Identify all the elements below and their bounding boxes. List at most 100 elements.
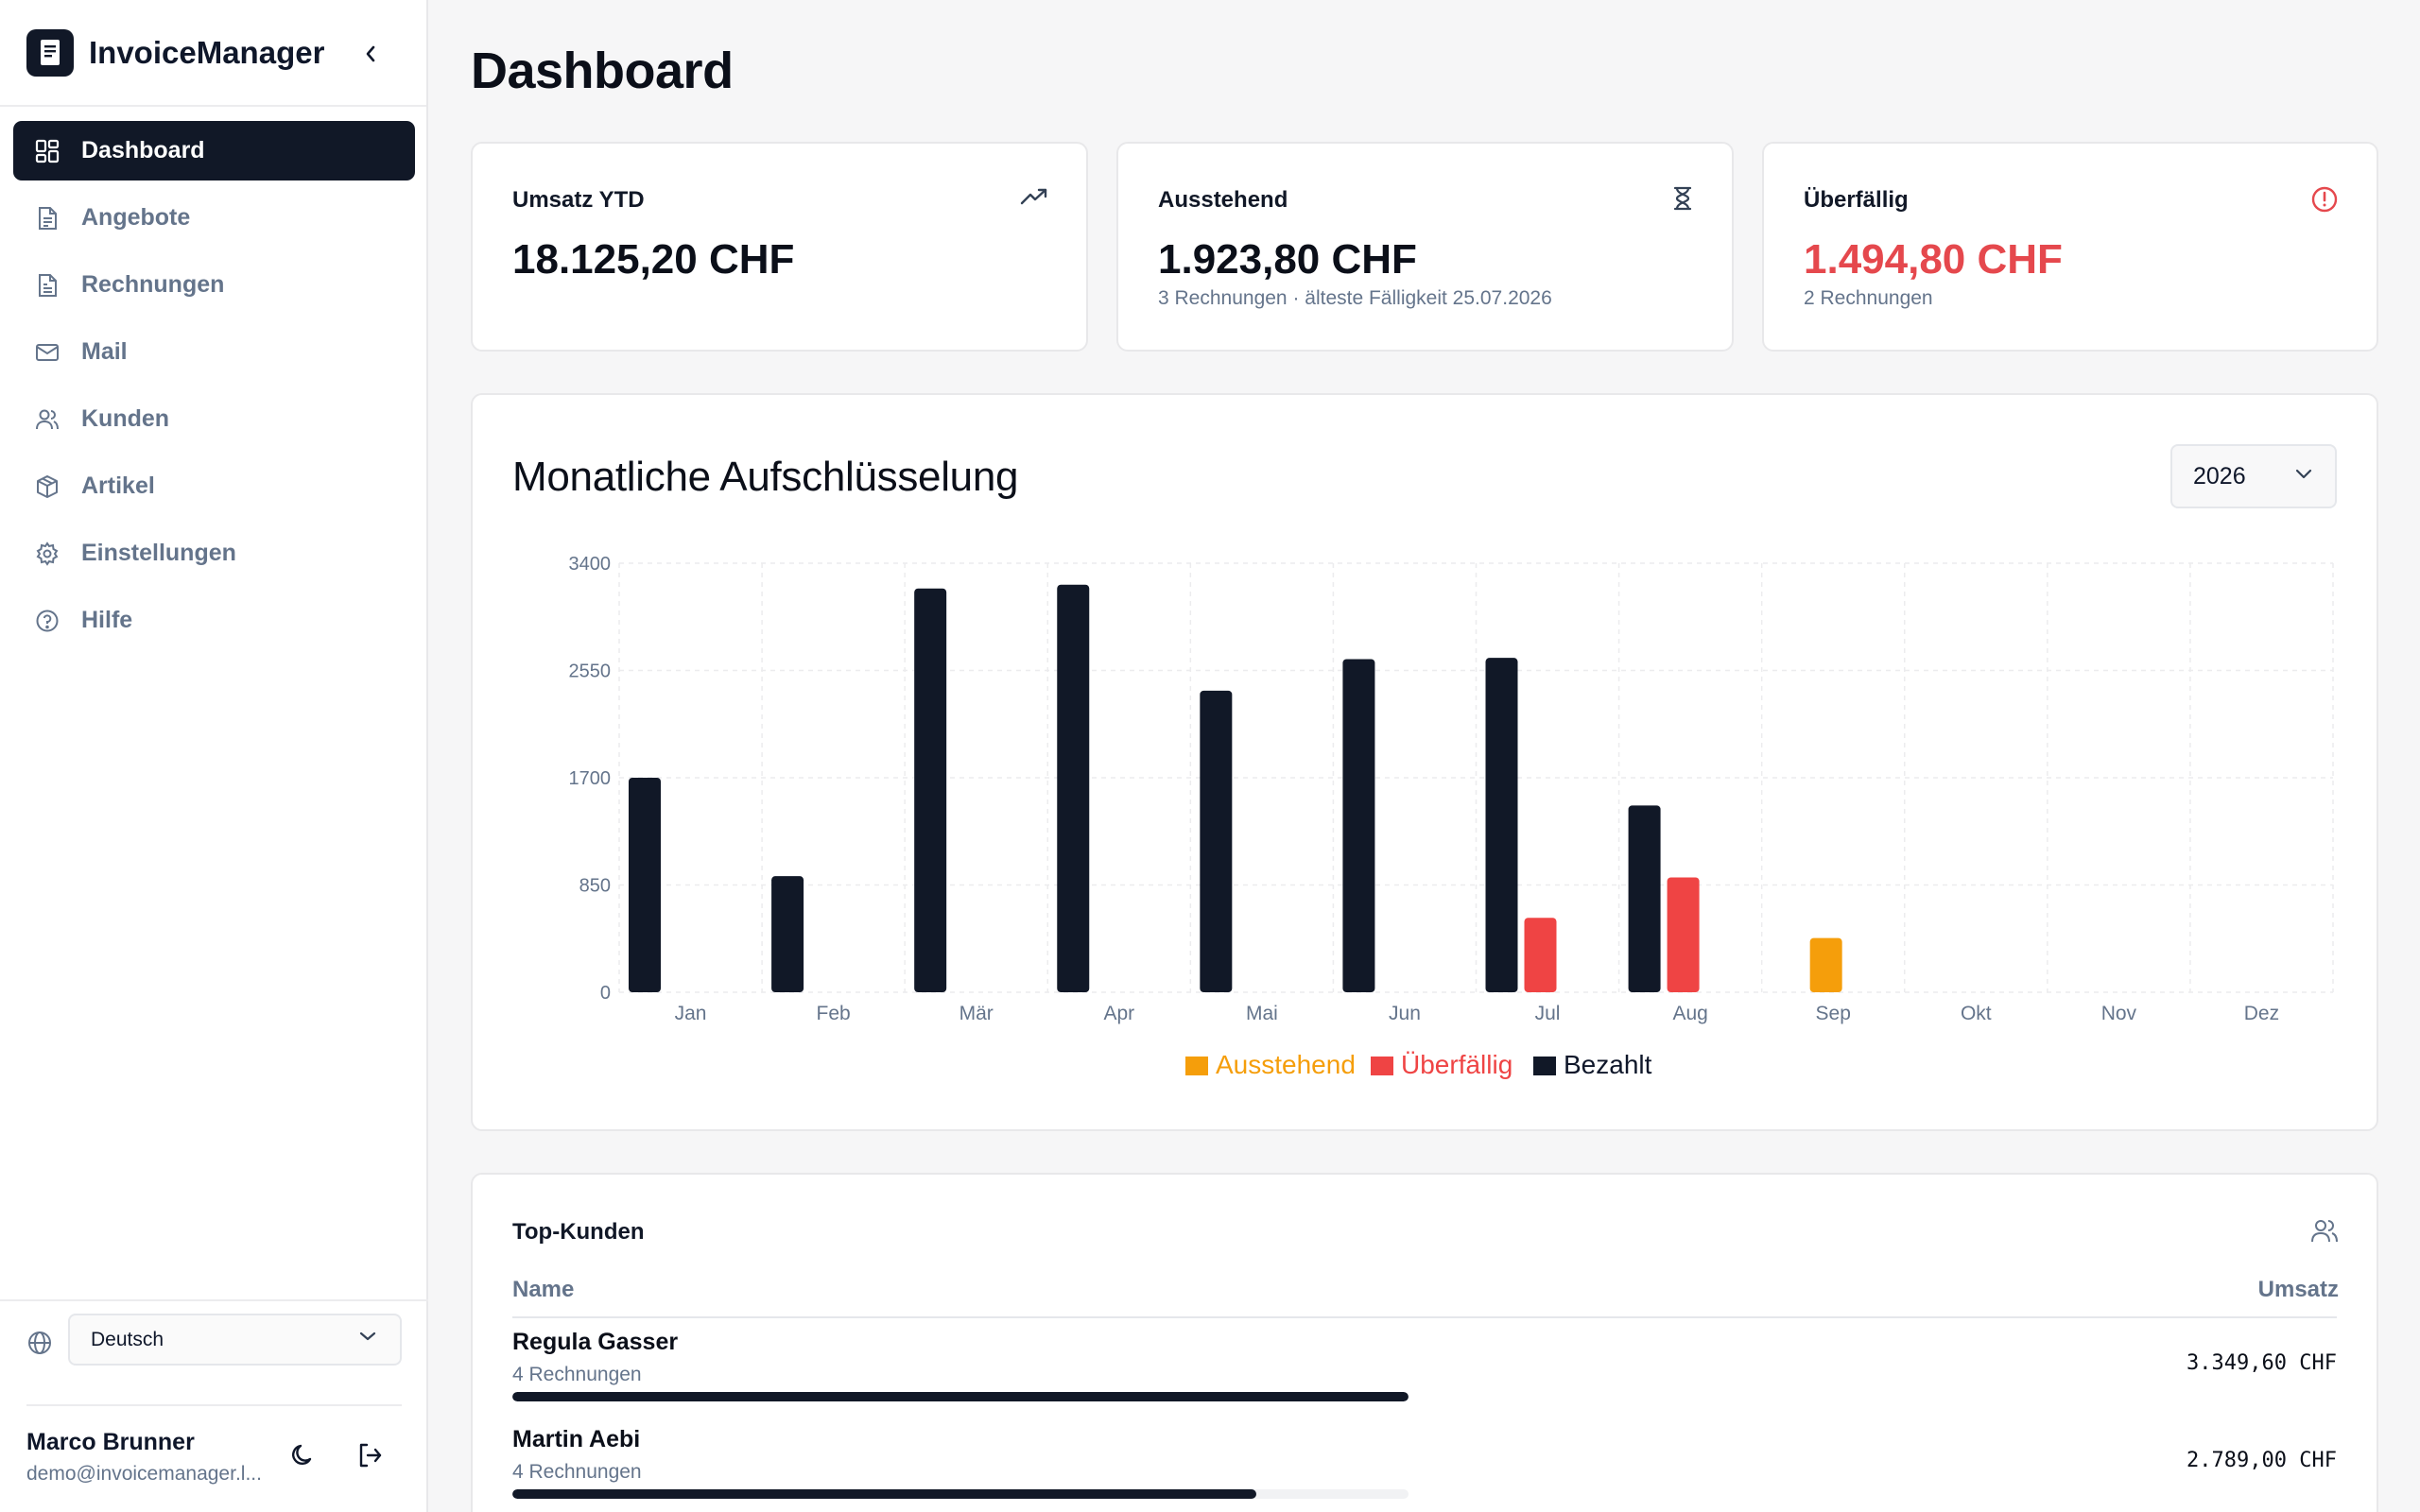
- users-icon: [34, 406, 60, 433]
- brand: InvoiceManager: [0, 0, 426, 107]
- kpi-card-revenue: Umsatz YTD 18.125,20 CHF: [471, 142, 1088, 352]
- bar-bezahlt: [1057, 584, 1090, 992]
- legend-label: Überfällig: [1401, 1050, 1512, 1079]
- sidebar-item-label: Angebote: [81, 204, 191, 231]
- invoice-icon: [34, 272, 60, 299]
- language-select[interactable]: Deutsch: [68, 1314, 402, 1366]
- language-row: Deutsch: [26, 1314, 402, 1366]
- year-select[interactable]: 2026: [2170, 444, 2337, 508]
- bar-bezahlt: [1485, 658, 1518, 992]
- chevron-down-icon: [359, 1332, 376, 1341]
- logout-icon: [359, 1443, 382, 1468]
- y-tick-label: 0: [600, 983, 611, 1004]
- trending-up-icon: [1020, 188, 1047, 205]
- kpi-card-pending: Ausstehend 1.923,80 CHF 3 Rechnungen · ä…: [1116, 142, 1734, 352]
- users-icon: [2311, 1220, 2338, 1243]
- globe-icon: [28, 1332, 51, 1354]
- x-tick-label: Mai: [1246, 1003, 1278, 1024]
- collapse-sidebar-button[interactable]: [357, 38, 384, 70]
- x-tick-label: Feb: [817, 1003, 851, 1024]
- sidebar: InvoiceManager Dashboard Angebote: [0, 0, 428, 1512]
- customer-revenue: 2.789,00 CHF: [2187, 1449, 2337, 1472]
- x-tick-label: Nov: [2101, 1003, 2137, 1024]
- x-tick-label: Jan: [675, 1003, 707, 1024]
- revenue-share-fill: [512, 1489, 1256, 1499]
- sidebar-item-artikel[interactable]: Artikel: [13, 456, 415, 516]
- sidebar-item-rechnungen[interactable]: Rechnungen: [13, 255, 415, 315]
- document-icon: [34, 205, 60, 232]
- gear-icon: [34, 541, 60, 567]
- legend-swatch: [1185, 1057, 1208, 1075]
- legend-label: Ausstehend: [1216, 1050, 1356, 1079]
- sidebar-footer: Deutsch Marco Brunner demo@invoicemanage…: [0, 1299, 428, 1512]
- page-title: Dashboard: [471, 43, 734, 99]
- column-header-name: Name: [512, 1277, 575, 1302]
- sidebar-item-label: Rechnungen: [81, 271, 225, 298]
- customer-row[interactable]: Regula Gasser 4 Rechnungen 3.349,60 CHF: [512, 1329, 2337, 1423]
- kpi-subtext: 2 Rechnungen: [1804, 287, 1933, 309]
- kpi-value: 1.494,80 CHF: [1804, 236, 2063, 283]
- mail-icon: [34, 339, 60, 366]
- y-tick-label: 3400: [569, 554, 612, 575]
- bar-überfällig: [1667, 877, 1700, 992]
- sidebar-item-label: Hilfe: [81, 607, 133, 633]
- sidebar-item-mail[interactable]: Mail: [13, 322, 415, 382]
- box-icon: [34, 473, 60, 500]
- customer-revenue: 3.349,60 CHF: [2187, 1351, 2337, 1375]
- legend-swatch: [1533, 1057, 1556, 1075]
- user-email: demo@invoicemanager.l...: [26, 1463, 262, 1485]
- customer-row[interactable]: Martin Aebi 4 Rechnungen 2.789,00 CHF: [512, 1426, 2337, 1512]
- kpi-card-overdue: Überfällig 1.494,80 CHF 2 Rechnungen: [1762, 142, 2378, 352]
- x-tick-label: Apr: [1103, 1003, 1134, 1024]
- x-tick-label: Dez: [2244, 1003, 2279, 1024]
- sidebar-item-label: Mail: [81, 338, 128, 365]
- invoice-logo-icon: [26, 28, 74, 77]
- monthly-bar-chart: 0 850 1700 2550 3400 Jan Feb Mär Apr Mai Jun Jul Aug…: [569, 554, 2334, 1079]
- sidebar-item-angebote[interactable]: Angebote: [13, 188, 415, 248]
- kpi-title: Ausstehend: [1158, 187, 1288, 213]
- kpi-value: 1.923,80 CHF: [1158, 236, 1417, 283]
- y-tick-label: 2550: [569, 662, 612, 682]
- bar-bezahlt: [1200, 690, 1233, 992]
- monthly-breakdown-card: Monatliche Aufschlüsselung 2026 0 850 1700…: [471, 393, 2378, 1131]
- hourglass-icon: [1673, 186, 1692, 211]
- main-nav: Dashboard Angebote Rechnungen: [13, 121, 415, 658]
- dashboard-icon: [34, 138, 60, 164]
- divider: [26, 1404, 402, 1406]
- revenue-share-bar: [512, 1489, 1409, 1499]
- sidebar-item-kunden[interactable]: Kunden: [13, 389, 415, 449]
- customer-invoice-count: 4 Rechnungen: [512, 1461, 642, 1483]
- chevron-down-icon: [2295, 469, 2312, 479]
- theme-toggle-button[interactable]: [289, 1441, 318, 1474]
- year-select-value: 2026: [2193, 462, 2246, 490]
- app-name: InvoiceManager: [89, 34, 325, 70]
- customer-name: Martin Aebi: [512, 1426, 641, 1452]
- x-tick-label: Mär: [959, 1003, 994, 1024]
- kpi-subtext: 3 Rechnungen · älteste Fälligkeit 25.07.…: [1158, 287, 1552, 309]
- top-customers-title: Top-Kunden: [512, 1219, 645, 1245]
- sidebar-item-hilfe[interactable]: Hilfe: [13, 591, 415, 650]
- alert-circle-icon: [2311, 186, 2338, 213]
- x-tick-label: Jun: [1389, 1003, 1421, 1024]
- bar-bezahlt: [1628, 805, 1661, 992]
- sidebar-item-einstellungen[interactable]: Einstellungen: [13, 524, 415, 583]
- x-tick-label: Okt: [1961, 1003, 1992, 1024]
- moon-icon: [292, 1444, 312, 1466]
- kpi-title: Umsatz YTD: [512, 187, 645, 213]
- y-tick-label: 850: [579, 876, 611, 897]
- bar-bezahlt: [771, 876, 804, 992]
- sidebar-item-label: Dashboard: [81, 137, 205, 163]
- chevron-left-icon: [366, 45, 375, 62]
- user-name: Marco Brunner: [26, 1429, 195, 1455]
- bar-überfällig: [1524, 918, 1557, 992]
- chart-title: Monatliche Aufschlüsselung: [512, 454, 1019, 500]
- x-tick-label: Sep: [1816, 1003, 1851, 1024]
- column-header-revenue: Umsatz: [2257, 1277, 2339, 1302]
- customer-name: Regula Gasser: [512, 1329, 679, 1355]
- logout-button[interactable]: [355, 1441, 384, 1474]
- x-tick-label: Aug: [1672, 1003, 1707, 1024]
- kpi-title: Überfällig: [1804, 187, 1909, 213]
- sidebar-item-dashboard[interactable]: Dashboard: [13, 121, 415, 180]
- help-icon: [34, 608, 60, 634]
- sidebar-item-label: Artikel: [81, 472, 155, 499]
